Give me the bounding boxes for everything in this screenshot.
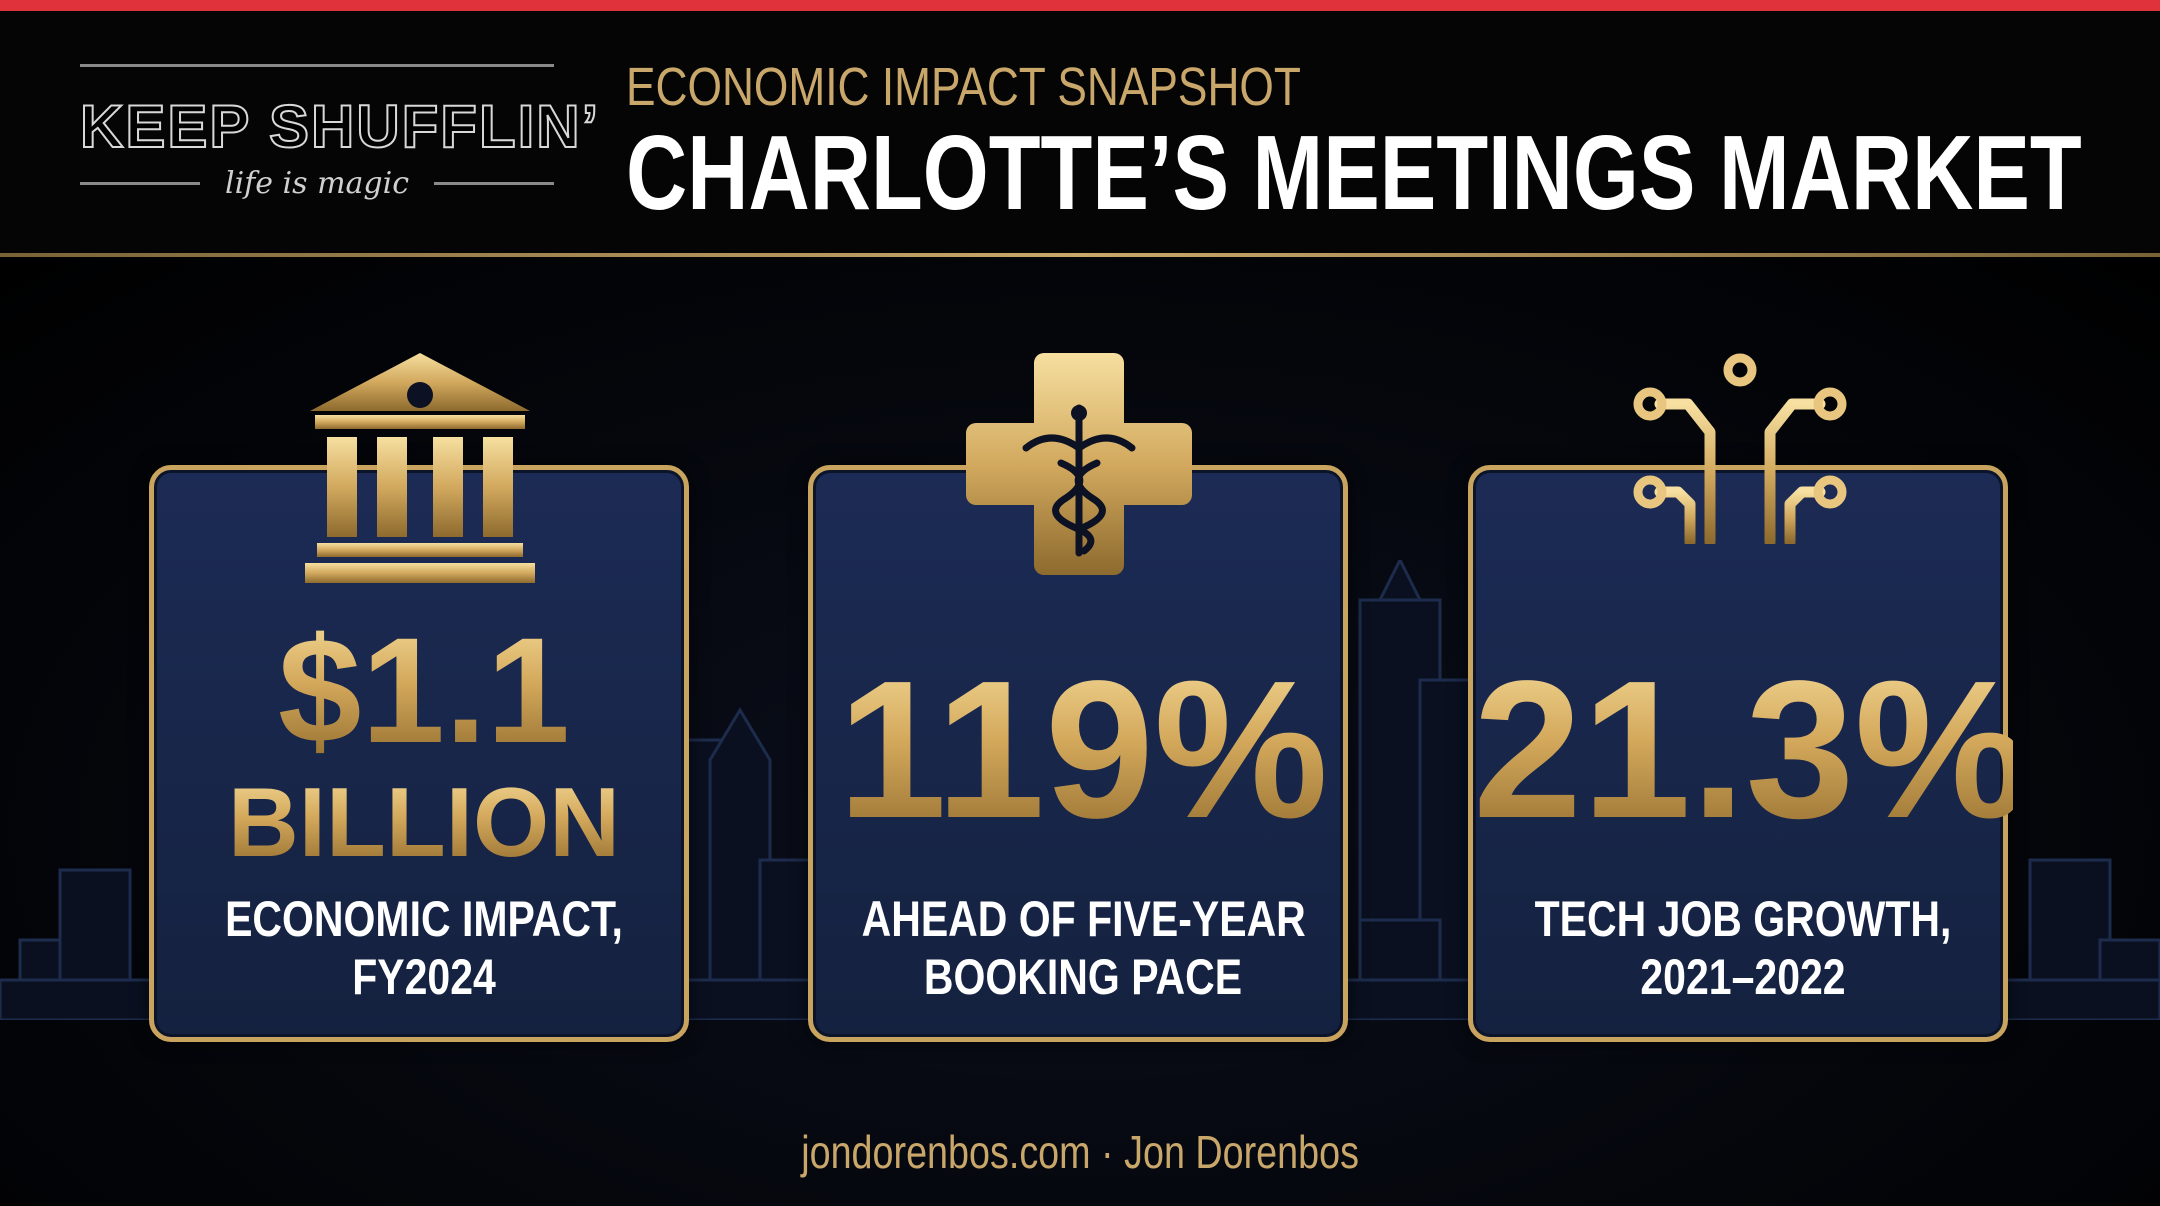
stat-value: 119% — [813, 645, 1353, 855]
footer-credit-text: jondorenbos.com · Jon Dorenbos — [801, 1126, 1359, 1178]
logo-bottom-rule-left — [80, 182, 200, 185]
stat-label-line1: TECH JOB GROWTH, — [1534, 891, 1952, 947]
stat-label-line1: ECONOMIC IMPACT, — [225, 891, 623, 947]
logo-tagline: life is magic — [224, 166, 410, 201]
logo-bottom-rule-right — [434, 182, 554, 185]
stat-label-line2: BOOKING PACE — [923, 949, 1243, 1005]
header-divider — [0, 253, 2160, 257]
logo-title: KEEP SHUFFLIN’ — [79, 92, 601, 161]
stat-label-line2: FY2024 — [352, 949, 496, 1005]
stat-label: TECH JOB GROWTH, 2021–2022 — [1473, 890, 2013, 1006]
stat-card-economic-impact: $1.1 BILLION ECONOMIC IMPACT, FY2024 — [149, 465, 689, 1042]
stat-label-line1: AHEAD OF FIVE-YEAR — [861, 891, 1306, 947]
logo-top-rule — [80, 64, 554, 67]
stat-label: AHEAD OF FIVE-YEAR BOOKING PACE — [813, 890, 1353, 1006]
page-title: CHARLOTTE’S MEETINGS MARKET — [626, 114, 2082, 232]
stat-label-line2: 2021–2022 — [1640, 949, 1846, 1005]
stat-value: $1.1 — [154, 610, 694, 770]
top-accent-bar — [0, 0, 2160, 11]
stat-label: ECONOMIC IMPACT, FY2024 — [154, 890, 694, 1006]
footer-credit: jondorenbos.com · Jon Dorenbos — [0, 1125, 2160, 1179]
medical-cross-caduceus-icon — [966, 353, 1192, 575]
bank-columns-icon — [305, 353, 535, 583]
header-kicker: ECONOMIC IMPACT SNAPSHOT — [626, 57, 1301, 117]
stat-value: 21.3% — [1473, 640, 2029, 859]
stat-card-tech-growth: 21.3% TECH JOB GROWTH, 2021–2022 — [1468, 465, 2029, 1042]
keep-shufflin-logo: KEEP SHUFFLIN’ life is magic — [79, 62, 601, 202]
header-band — [0, 11, 2160, 253]
stat-value-unit: BILLION — [154, 770, 694, 874]
circuit-tree-icon — [1633, 353, 1847, 544]
